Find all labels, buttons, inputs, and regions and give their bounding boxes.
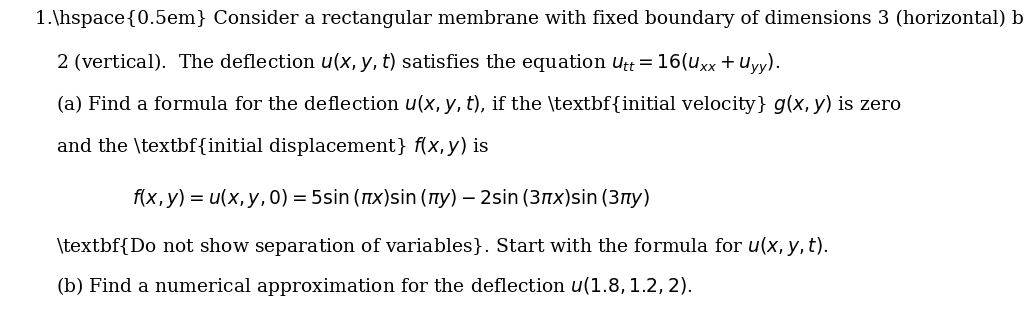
Text: 2 (vertical).  The deflection $u\left(x,y,t\right)$ satisfies the equation $u_{t: 2 (vertical). The deflection $u\left(x,y… xyxy=(56,51,780,77)
Text: 1.\hspace{0.5em} Consider a rectangular membrane with fixed boundary of dimensio: 1.\hspace{0.5em} Consider a rectangular … xyxy=(35,9,1024,28)
Text: \textbf{Do not show separation of variables}. Start with the formula for $u\left: \textbf{Do not show separation of variab… xyxy=(56,235,829,258)
Text: (b) Find a numerical approximation for the deflection $u(1.8,1.2,2)$.: (b) Find a numerical approximation for t… xyxy=(56,275,693,298)
Text: and the \textbf{initial displacement} $f\left(x,y\right)$ is: and the \textbf{initial displacement} $f… xyxy=(56,135,489,158)
Text: $f\left(x,y\right) = u(x,y,0) = 5\sin\left(\pi x\right)\sin\left(\pi y\right) - : $f\left(x,y\right) = u(x,y,0) = 5\sin\le… xyxy=(132,187,650,210)
Text: (a) Find a formula for the deflection $u\left(x,y,t\right)$, if the \textbf{init: (a) Find a formula for the deflection $u… xyxy=(56,93,902,116)
